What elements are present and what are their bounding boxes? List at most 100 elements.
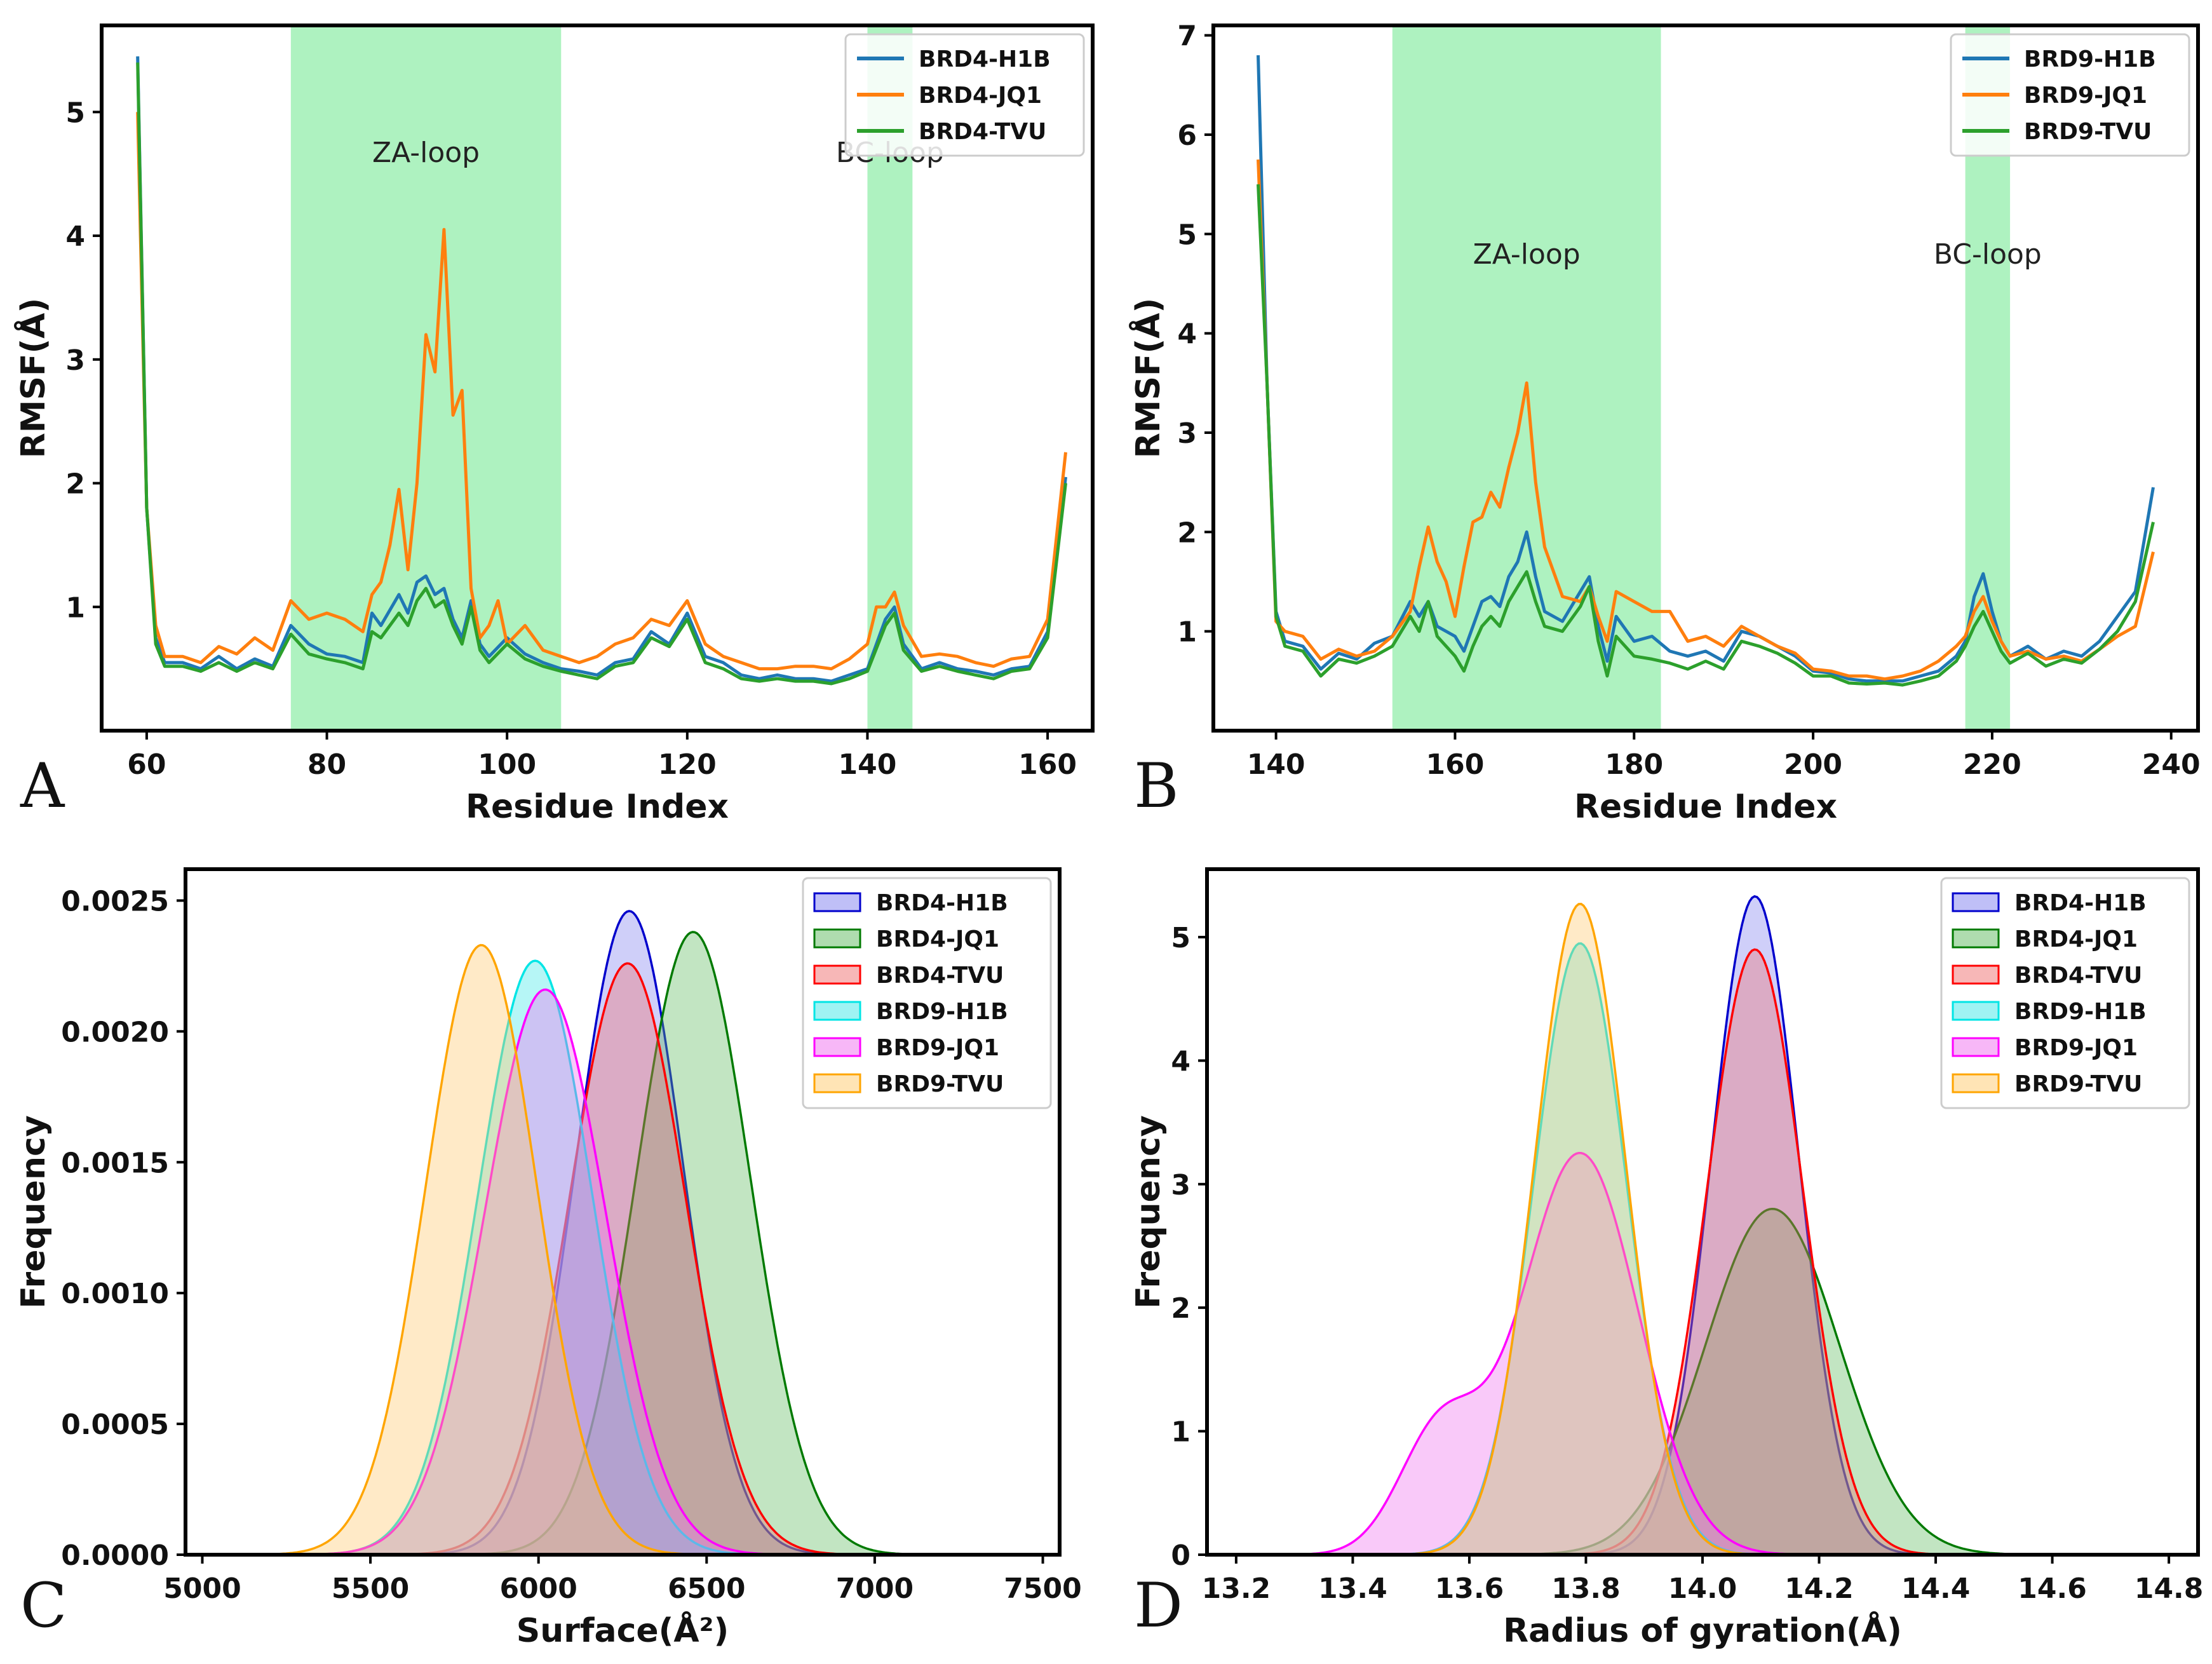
x-tick-label: 140 (839, 748, 897, 781)
x-tick-label: 13.8 (1551, 1573, 1621, 1605)
legend-swatch-brd9-jq1 (813, 1037, 861, 1057)
y-tick-label: 1 (1171, 1416, 1190, 1449)
density-fill-brd4-jq1 (1207, 1208, 2198, 1555)
density-fill-brd9-jq1 (185, 989, 1060, 1555)
legend: BRD4-H1B BRD4-JQ1 BRD4-TVU BRD9-H1B BRD9-JQ1… (1940, 877, 2190, 1109)
x-tick-label: 13.4 (1318, 1573, 1387, 1605)
x-tick-label: 6500 (668, 1573, 745, 1605)
x-tick-label: 13.6 (1435, 1573, 1504, 1605)
x-tick-label: 14.4 (1901, 1573, 1971, 1605)
y-tick-label: 4 (1177, 318, 1197, 351)
legend-label-brd9-tvu: BRD9-TVU (2014, 1071, 2142, 1097)
legend-swatch-brd9-tvu (1952, 1073, 2000, 1093)
x-tick-label: 14.8 (2134, 1573, 2204, 1605)
density-line-brd4-h1b (1207, 895, 2198, 1555)
series-line-brd9-jq1 (1257, 159, 2155, 681)
series-line-brd9-h1b (1257, 55, 2155, 683)
density-fill-brd4-h1b (1207, 896, 2198, 1555)
legend-label-brd9-h1b: BRD9-H1B (2014, 999, 2147, 1025)
legend-label-brd9-h1b: BRD9-H1B (2024, 46, 2156, 72)
x-tick-label: 140 (1247, 748, 1305, 781)
x-tick-label: 80 (307, 748, 346, 781)
legend-box (1940, 877, 2190, 1109)
annotation-bc-loop: BC-loop (1934, 238, 2042, 271)
x-axis-label: Radius of gyration(Å) (1503, 1611, 1902, 1650)
x-tick-label: 160 (1426, 748, 1485, 781)
panel-c: 5000 5500 6000 6500 7000 7500 0.0000 0.0005 0.00… (15, 867, 1082, 1650)
y-tick-label: 5 (1171, 922, 1190, 954)
series-line-brd9-tvu (1257, 184, 2155, 687)
density-fill-brd4-jq1 (185, 931, 1060, 1555)
panel-label: A (20, 750, 65, 822)
density-line-brd4-tvu (1207, 948, 2198, 1555)
x-tick-label: 5500 (332, 1573, 409, 1605)
y-axis-label: Frequency (15, 1115, 53, 1308)
panel-d: 13.2 13.4 13.6 13.8 14.0 14.2 14.4 14.6 14.8 0 1 2 3… (1130, 867, 2204, 1650)
density-fill-brd4-h1b (185, 910, 1060, 1555)
y-axis-label: RMSF(Å) (14, 298, 53, 459)
x-tick-label: 14.0 (1668, 1573, 1737, 1605)
region-za-loop (1392, 25, 1661, 731)
legend-swatch-brd9-h1b (1952, 1001, 2000, 1021)
legend-label-brd9-tvu: BRD9-TVU (876, 1071, 1004, 1097)
density-fill-brd4-tvu (185, 963, 1060, 1555)
legend-swatch-brd4-jq1 (1952, 928, 2000, 949)
x-tick-label: 60 (127, 748, 166, 781)
density-line-brd9-tvu (1207, 902, 2198, 1555)
density-line-brd9-tvu (185, 944, 1060, 1555)
panel-a: ZA-loopBC-loop608010012014016012345Resid… (14, 24, 1095, 826)
x-tick-label: 100 (478, 748, 536, 781)
density-line-brd9-jq1 (1207, 1151, 2198, 1555)
panel-label: D (1134, 1570, 1183, 1641)
x-tick-label: 240 (2142, 748, 2201, 781)
x-tick-label: 6000 (499, 1573, 577, 1605)
series-line-brd4-tvu (136, 62, 1067, 686)
legend: BRD9-H1B BRD9-JQ1 BRD9-TVU (1950, 33, 2190, 157)
y-tick-label: 5 (1177, 219, 1197, 251)
y-tick-label: 2 (65, 468, 85, 501)
legend-label-brd4-jq1: BRD4-JQ1 (919, 83, 1042, 109)
x-tick-label: 220 (1963, 748, 2021, 781)
legend-swatch-brd4-tvu (813, 964, 861, 985)
legend-label-brd4-tvu: BRD4-TVU (919, 119, 1046, 145)
legend-box (844, 33, 1085, 157)
legend-label-brd9-jq1: BRD9-JQ1 (2024, 83, 2147, 109)
plot-area (1257, 55, 2155, 687)
panel-label: B (1134, 750, 1179, 822)
y-tick-label: 6 (1177, 119, 1197, 152)
y-tick-label: 0.0015 (61, 1147, 169, 1179)
legend-label-brd9-tvu: BRD9-TVU (2024, 119, 2152, 145)
series-line-brd4-jq1 (136, 112, 1067, 671)
y-tick-label: 5 (65, 97, 85, 129)
series-line-brd4-h1b (136, 56, 1067, 683)
x-tick-label: 14.2 (1784, 1573, 1854, 1605)
legend-label-brd4-tvu: BRD4-TVU (876, 963, 1004, 989)
y-tick-label: 4 (65, 220, 85, 253)
legend-swatch-brd4-h1b (1952, 892, 2000, 912)
y-tick-label: 1 (65, 592, 85, 624)
legend-label-brd9-h1b: BRD9-H1B (876, 999, 1008, 1025)
x-tick-label: 5000 (163, 1573, 241, 1605)
y-tick-label: 0 (1171, 1539, 1190, 1572)
y-axis-label: Frequency (1130, 1115, 1168, 1308)
density-fill-brd9-jq1 (1207, 1153, 2198, 1555)
legend-label-brd4-h1b: BRD4-H1B (876, 890, 1008, 916)
legend-box (802, 877, 1052, 1109)
density-line-brd4-tvu (185, 962, 1060, 1555)
y-tick-label: 0.0000 (61, 1539, 169, 1572)
axes-frame (100, 24, 1095, 733)
x-tick-label: 7500 (1004, 1573, 1081, 1605)
density-fill-brd9-tvu (185, 945, 1060, 1555)
x-axis-label: Residue Index (466, 788, 729, 826)
plot-area (136, 56, 1067, 686)
density-line-brd4-h1b (185, 910, 1060, 1555)
x-tick-label: 120 (658, 748, 717, 781)
x-tick-label: 13.2 (1202, 1573, 1271, 1605)
plot-area (1207, 895, 2198, 1555)
y-tick-label: 0.0010 (61, 1278, 169, 1310)
legend-label-brd9-jq1: BRD9-JQ1 (876, 1035, 999, 1061)
y-tick-label: 4 (1171, 1045, 1190, 1078)
legend-label-brd4-h1b: BRD4-H1B (2014, 890, 2147, 916)
legend: BRD4-H1B BRD4-JQ1 BRD4-TVU (844, 33, 1085, 157)
y-tick-label: 2 (1171, 1292, 1190, 1325)
